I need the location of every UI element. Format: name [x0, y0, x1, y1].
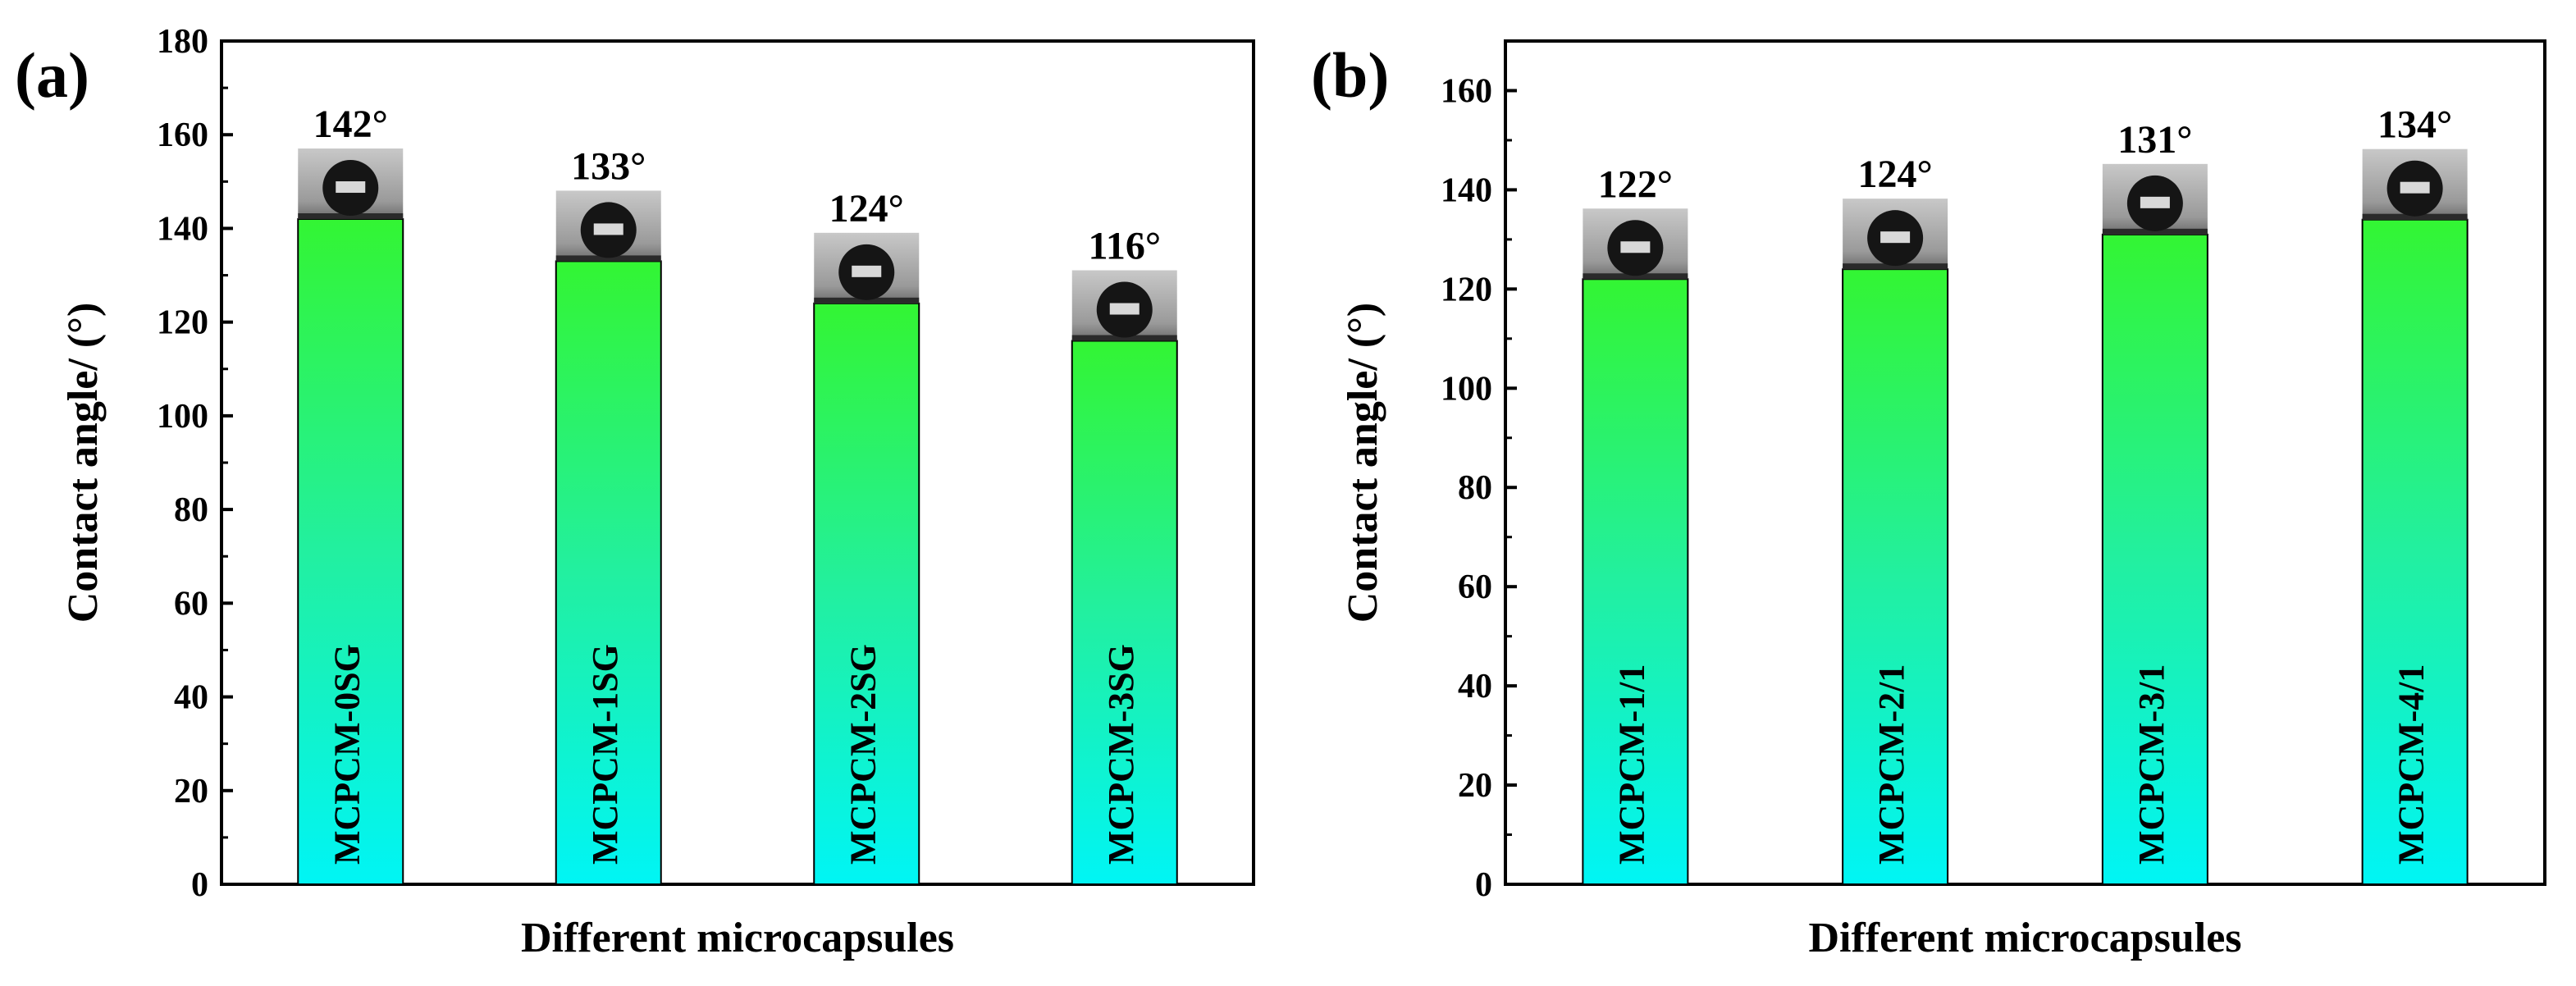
droplet-substrate [2362, 213, 2468, 220]
y-tick-label: 60 [1458, 568, 1492, 606]
y-tick-label: 60 [174, 585, 208, 623]
droplet-highlight [1620, 241, 1651, 253]
droplet-substrate [2102, 228, 2208, 235]
droplet-highlight [593, 223, 623, 235]
bar-category-label: MCPCM-1SG [585, 644, 625, 865]
droplet-substrate [814, 297, 920, 304]
y-tick-label: 100 [1441, 370, 1492, 408]
bar-value-label: 134° [2377, 103, 2452, 147]
y-tick-label: 140 [1441, 171, 1492, 209]
y-tick-label: 160 [1441, 72, 1492, 110]
bar-value-label: 133° [571, 144, 646, 188]
y-tick-label: 160 [157, 116, 208, 154]
droplet-substrate [1583, 273, 1688, 280]
panel-a: 0 20 40 60 80 100 120 140 160 180 MCPCM-0SG 142° MCP… [15, 23, 1255, 961]
droplet-highlight [852, 265, 882, 277]
bar-category-label: MCPCM-0SG [327, 644, 367, 865]
plot-frame [1504, 39, 2546, 886]
droplet-highlight [2140, 196, 2170, 208]
x-axis-label: Different microcapsules [521, 915, 954, 961]
bar-category-label: MCPCM-4/1 [2391, 664, 2432, 865]
bar-category-label: MCPCM-3/1 [2131, 664, 2172, 865]
bar [1071, 340, 1178, 885]
bar [2101, 233, 2208, 886]
droplet-highlight [1109, 303, 1140, 315]
bar [2361, 218, 2469, 886]
y-tick-label: 100 [157, 398, 208, 436]
bar-category-label: MCPCM-2/1 [1871, 664, 1911, 865]
bar-value-label: 124° [829, 187, 904, 231]
panel-label: (b) [1311, 39, 1389, 111]
droplet-substrate [1843, 263, 1948, 270]
bar-value-label: 142° [313, 103, 388, 146]
y-axis-label: Contact angle/ (°) [1340, 303, 1386, 623]
y-tick-label: 20 [1458, 767, 1492, 805]
bar-category-label: MCPCM-2SG [843, 644, 883, 865]
bar [1582, 278, 1689, 885]
panel-b: 0 20 40 60 80 100 120 140 160 MCPCM-1/1 122° MCPCM-… [1311, 39, 2546, 961]
y-tick-label: 180 [157, 23, 208, 61]
bar [555, 260, 662, 885]
droplet-highlight [1880, 231, 1911, 244]
bar-value-label: 116° [1088, 225, 1161, 268]
y-tick-label: 80 [1458, 469, 1492, 507]
y-axis-label: Contact angle/ (°) [60, 303, 107, 623]
x-axis-label: Different microcapsules [1808, 915, 2241, 961]
bar-category-label: MCPCM-1/1 [1611, 664, 1651, 865]
bar [813, 302, 920, 886]
panel-label: (a) [15, 39, 89, 111]
droplet-substrate [555, 255, 661, 262]
droplet-highlight [2400, 181, 2430, 194]
y-tick-label: 20 [174, 773, 208, 810]
bar [1842, 268, 1949, 885]
droplet-substrate [1071, 335, 1177, 341]
y-tick-label: 0 [191, 866, 208, 904]
bar-value-label: 122° [1598, 162, 1673, 206]
droplet-substrate [298, 213, 404, 220]
bar-value-label: 131° [2117, 118, 2192, 162]
y-tick-label: 120 [1441, 271, 1492, 308]
droplet-highlight [336, 181, 366, 194]
y-tick-label: 40 [174, 679, 208, 717]
bar [297, 218, 404, 885]
y-tick-label: 120 [157, 304, 208, 342]
y-tick-label: 80 [174, 491, 208, 529]
y-tick-label: 40 [1458, 668, 1492, 705]
bar-value-label: 124° [1858, 153, 1933, 196]
y-tick-label: 0 [1475, 866, 1492, 904]
y-tick-label: 140 [157, 210, 208, 248]
bar-category-label: MCPCM-3SG [1101, 644, 1141, 865]
